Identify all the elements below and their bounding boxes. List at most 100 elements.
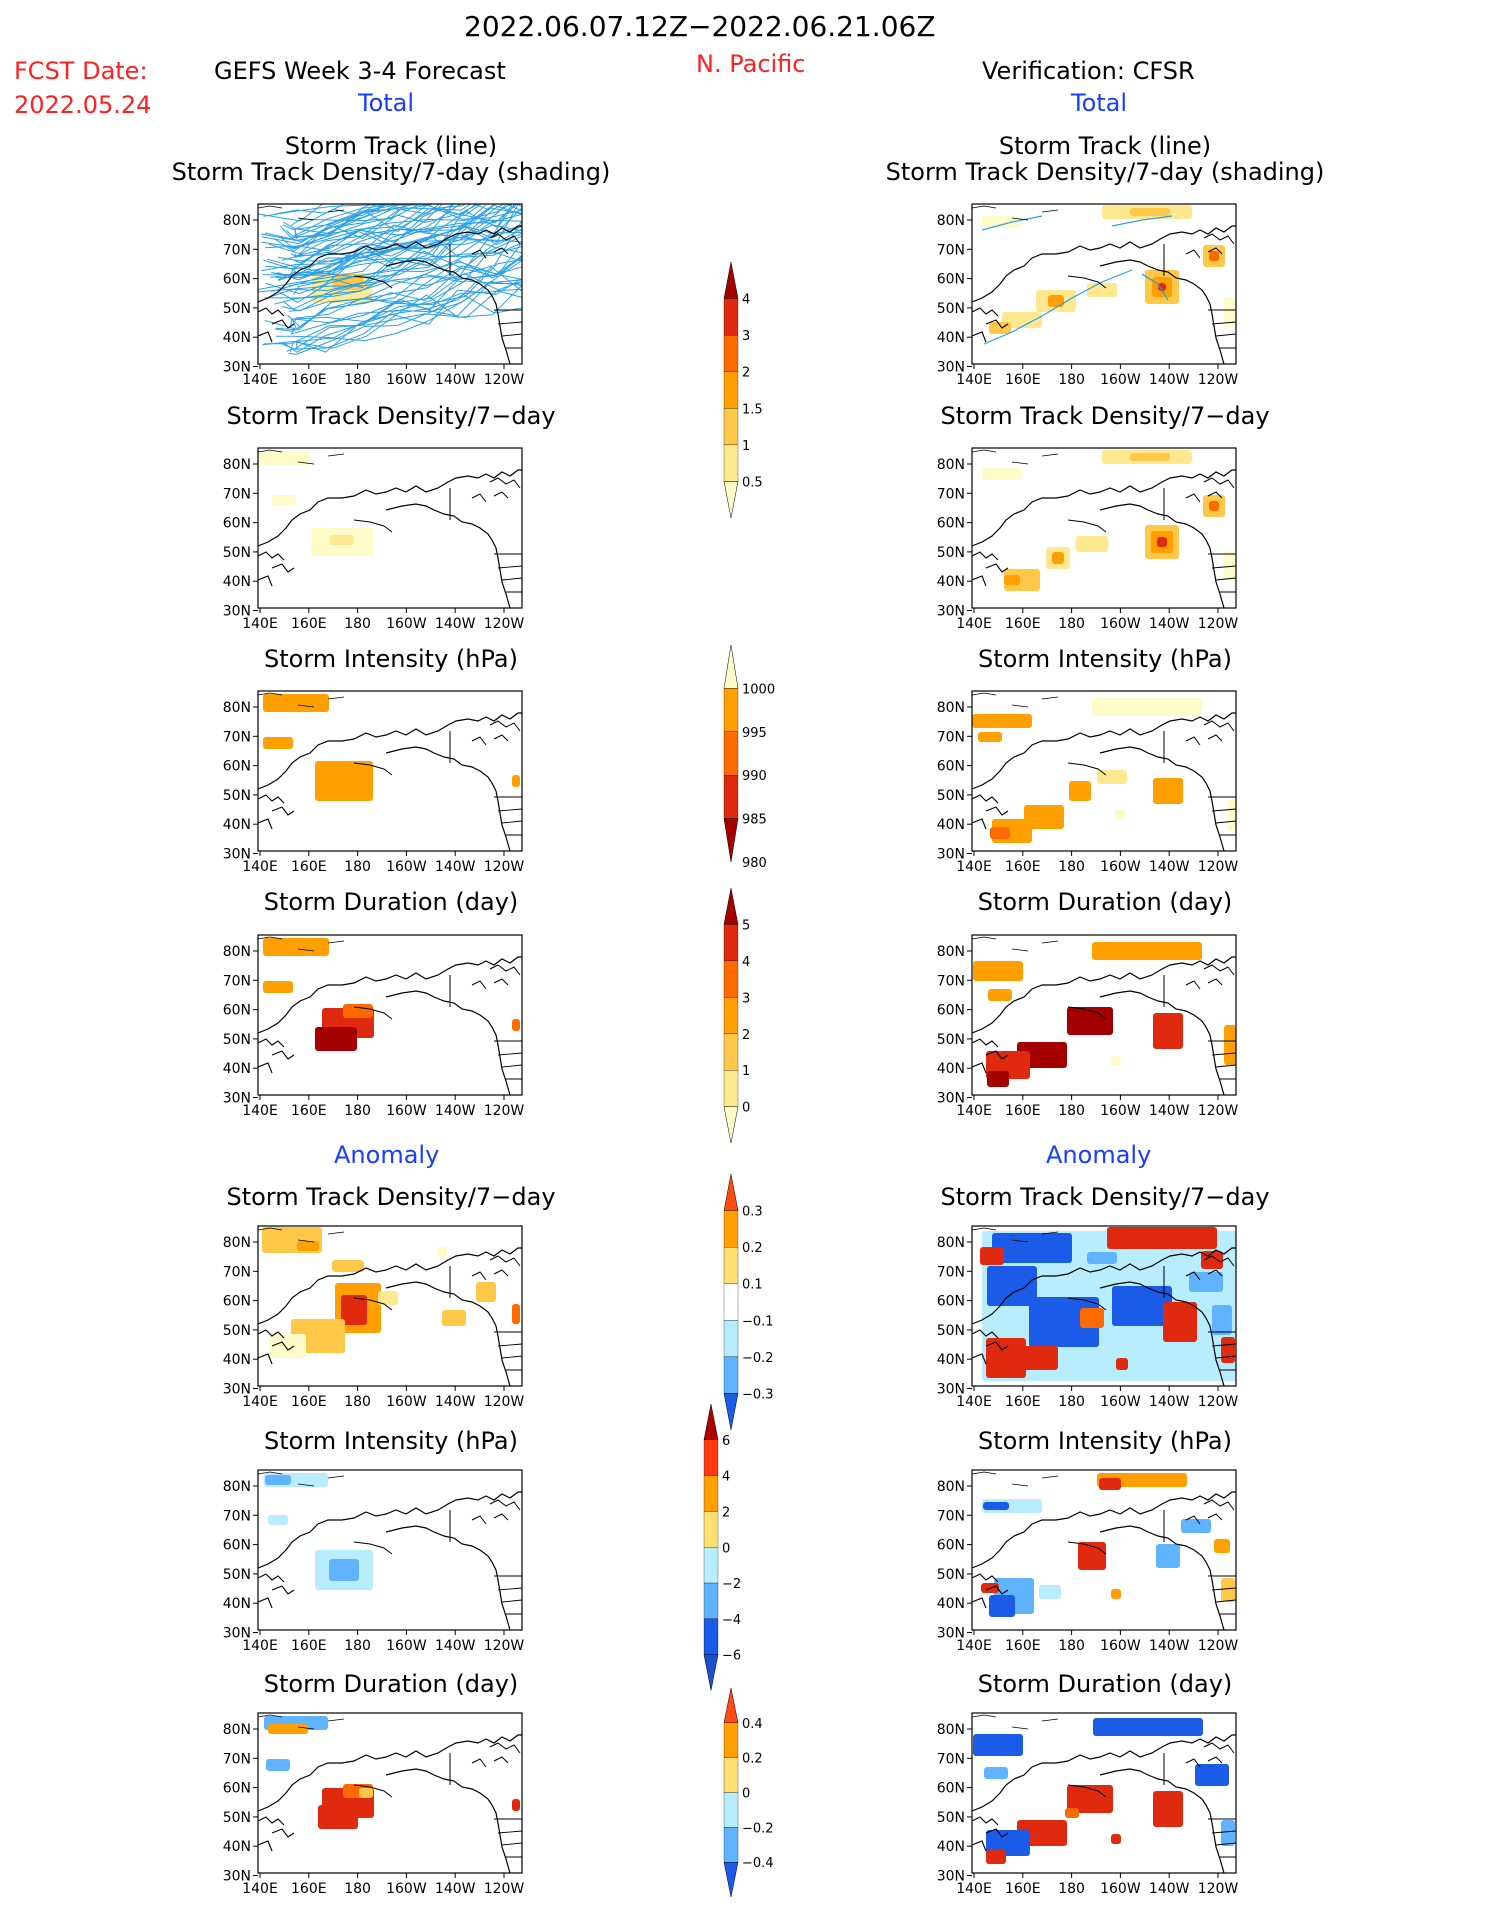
colorbar-label: 0.3 bbox=[742, 1205, 763, 1220]
lat-tick-label: 70N bbox=[937, 973, 965, 989]
density-cell bbox=[980, 1247, 1004, 1265]
density-cell bbox=[1157, 537, 1167, 547]
density-cell bbox=[986, 1338, 1026, 1378]
colorbar-segment bbox=[703, 1511, 719, 1548]
density-cell bbox=[378, 1291, 398, 1305]
density-cell bbox=[1052, 552, 1064, 564]
panel-title-anom-duration-right: Storm Duration (day) bbox=[977, 1670, 1233, 1698]
density-cell bbox=[332, 1260, 364, 1272]
lon-tick-label: 140E bbox=[956, 1103, 992, 1119]
lon-tick-label: 120W bbox=[484, 1881, 525, 1897]
density-cell bbox=[982, 468, 1022, 480]
lon-tick-label: 140W bbox=[1149, 1638, 1190, 1654]
lat-tick-label: 80N bbox=[937, 213, 965, 229]
colorbar-label: 4 bbox=[742, 955, 750, 970]
lon-tick-label: 160W bbox=[386, 1394, 427, 1410]
lat-tick-label: 40N bbox=[223, 1596, 251, 1612]
verification-label: Verification: CFSR bbox=[982, 57, 1195, 85]
lon-tick-label: 140W bbox=[1149, 859, 1190, 875]
lat-tick-label: 50N bbox=[937, 1810, 965, 1826]
panel-title-track-shading-right: Storm Track Density/7-day (shading) bbox=[885, 158, 1325, 186]
density-cell bbox=[1087, 1252, 1117, 1264]
storm-track-line bbox=[261, 204, 519, 272]
density-cell bbox=[1107, 1227, 1217, 1249]
density-cell bbox=[1092, 942, 1202, 960]
map-frame bbox=[971, 934, 1237, 1096]
density-cell bbox=[978, 732, 1002, 742]
density-cell bbox=[1065, 1808, 1079, 1818]
lon-tick-label: 160E bbox=[1005, 1881, 1041, 1897]
colorbar-label: −4 bbox=[722, 1613, 741, 1628]
colorbar-label: 2 bbox=[742, 366, 750, 381]
lon-tick-label: 140E bbox=[956, 616, 992, 632]
density-cell bbox=[1002, 312, 1042, 328]
storm-track-line bbox=[263, 290, 522, 345]
lat-tick-label: 30N bbox=[937, 1869, 965, 1885]
lat-tick-label: 80N bbox=[223, 1479, 251, 1495]
colorbar-duration-anom: 0.4 0.2 0 −0.2 −0.4 bbox=[723, 1687, 774, 1898]
density-cell bbox=[1111, 1834, 1121, 1844]
colorbar-label: −0.4 bbox=[742, 1856, 774, 1871]
lat-tick-label: 60N bbox=[223, 1003, 251, 1019]
lat-tick-label: 60N bbox=[223, 272, 251, 288]
lon-tick-label: 160E bbox=[1005, 1638, 1041, 1654]
density-cell bbox=[1224, 297, 1236, 327]
lat-tick-label: 40N bbox=[937, 817, 965, 833]
density-cell bbox=[270, 1334, 306, 1358]
lat-tick-label: 70N bbox=[223, 1751, 251, 1767]
lon-tick-label: 120W bbox=[1198, 372, 1239, 388]
lon-tick-label: 140W bbox=[1149, 616, 1190, 632]
lat-tick-label: 80N bbox=[937, 700, 965, 716]
density-cell bbox=[1112, 1286, 1172, 1326]
lon-tick-label: 180 bbox=[1058, 1103, 1085, 1119]
density-cell bbox=[1092, 698, 1202, 716]
colorbar-label: 0.5 bbox=[742, 475, 763, 490]
colorbar-segment bbox=[723, 924, 739, 962]
storm-track-line bbox=[275, 204, 346, 215]
density-cell bbox=[972, 714, 1032, 728]
colorbar-label: −2 bbox=[722, 1577, 741, 1592]
lat-tick-label: 70N bbox=[937, 486, 965, 502]
density-cell bbox=[272, 495, 296, 505]
storm-track-line bbox=[282, 204, 388, 230]
lat-tick-label: 50N bbox=[223, 301, 251, 317]
map-frame bbox=[257, 203, 523, 365]
lat-tick-label: 50N bbox=[223, 1810, 251, 1826]
storm-track-line bbox=[271, 245, 522, 292]
lat-tick-label: 30N bbox=[937, 847, 965, 863]
lon-tick-label: 140E bbox=[242, 1638, 278, 1654]
colorbar-segment bbox=[723, 1033, 739, 1071]
density-cell bbox=[990, 827, 1010, 839]
storm-track-line bbox=[283, 259, 522, 353]
lat-tick-label: 70N bbox=[223, 242, 251, 258]
lat-tick-label: 30N bbox=[937, 360, 965, 376]
storm-track-line bbox=[263, 204, 404, 217]
colorbar-segment bbox=[723, 1792, 739, 1828]
density-cell bbox=[1195, 1764, 1229, 1786]
lat-tick-label: 80N bbox=[223, 213, 251, 229]
lon-tick-label: 140E bbox=[242, 1103, 278, 1119]
density-cell bbox=[1093, 1718, 1203, 1736]
storm-track-line bbox=[293, 233, 522, 295]
density-cell bbox=[982, 216, 1022, 228]
lat-tick-label: 70N bbox=[223, 729, 251, 745]
map-frame bbox=[257, 1712, 523, 1874]
lat-tick-label: 50N bbox=[937, 788, 965, 804]
density-cell bbox=[1004, 569, 1040, 591]
storm-track-line bbox=[262, 294, 522, 349]
lat-tick-label: 70N bbox=[223, 973, 251, 989]
colorbar-intensity-anom: 6 4 2 0 −2 −4 −6 bbox=[703, 1403, 741, 1691]
lon-tick-label: 160E bbox=[291, 859, 327, 875]
colorbar-label: 1.5 bbox=[742, 402, 763, 417]
density-cell bbox=[1181, 1519, 1211, 1533]
colorbar-label: 1 bbox=[742, 439, 750, 454]
lat-tick-label: 30N bbox=[223, 1869, 251, 1885]
lon-tick-label: 120W bbox=[484, 859, 525, 875]
colorbar-label: 1000 bbox=[742, 682, 775, 697]
density-cell bbox=[1224, 1025, 1236, 1065]
lat-tick-label: 70N bbox=[937, 729, 965, 745]
density-cell bbox=[986, 1850, 1006, 1864]
